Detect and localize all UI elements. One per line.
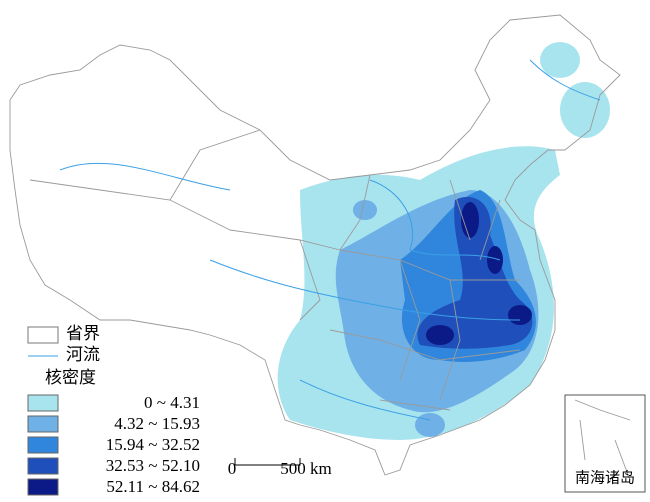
country-border [9, 14, 621, 476]
density-class-4 [417, 196, 533, 349]
legend-swatch [27, 415, 59, 433]
legend-swatch [27, 436, 59, 454]
density-class-1 [540, 42, 580, 78]
density-class-5 [461, 202, 479, 238]
legend-class-label: 32.53 ~ 52.10 [106, 456, 200, 475]
density-class-1 [560, 82, 610, 138]
inset-frame [564, 394, 646, 493]
density-surface [277, 42, 610, 440]
legend-classes: 0 ~ 4.31 4.32 ~ 15.93 15.94 ~ 32.52 32.53 ~… [27, 393, 200, 496]
legend-title: 核密度 [45, 368, 96, 387]
density-class-2 [415, 413, 445, 437]
legend-class-label: 0 ~ 4.31 [144, 393, 200, 412]
density-class-5 [426, 325, 454, 345]
province-legend-label: 省界 [66, 324, 100, 343]
inset-border [574, 399, 631, 481]
river-legend-label: 河流 [66, 345, 100, 364]
legend-class-label: 52.11 ~ 84.62 [106, 477, 200, 496]
legend-class-label: 4.32 ~ 15.93 [114, 414, 200, 433]
density-class-5 [508, 305, 532, 325]
density-class-2 [353, 200, 377, 220]
legend-swatch [27, 457, 59, 475]
density-class-1 [300, 390, 330, 410]
province-border [29, 129, 521, 411]
province-legend-swatch [27, 326, 59, 344]
density-class-5 [487, 246, 503, 274]
legend-swatch [27, 394, 59, 412]
river [59, 59, 601, 421]
scale-start: 0 [228, 459, 237, 478]
scale-end: 500 km [280, 459, 331, 478]
legend-class-label: 15.94 ~ 32.52 [106, 435, 200, 454]
inset-label: 南海诸岛 [575, 469, 635, 486]
scale-bar [234, 458, 301, 466]
legend-swatch [27, 478, 59, 496]
